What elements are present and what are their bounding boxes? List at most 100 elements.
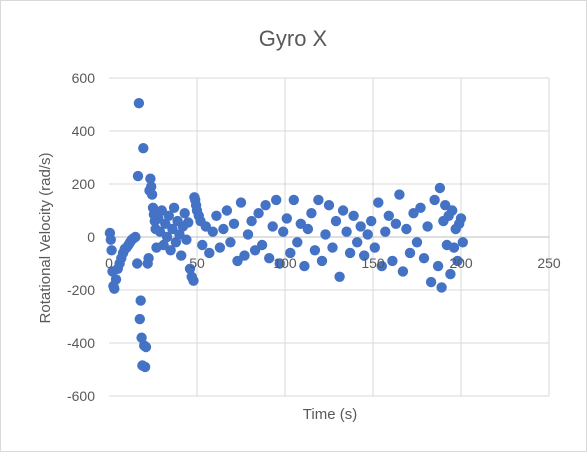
data-point	[161, 231, 173, 243]
data-point	[179, 208, 190, 219]
data-point	[264, 253, 275, 264]
data-point	[344, 247, 356, 259]
data-point	[373, 197, 384, 208]
data-point	[221, 205, 233, 216]
data-point	[163, 210, 174, 221]
data-point	[170, 237, 182, 248]
data-point	[452, 255, 463, 267]
data-point	[132, 258, 143, 269]
data-point	[432, 260, 444, 272]
y-axis-title: Rotational Velocity (rad/s)	[37, 153, 54, 324]
y-tick-label: -600	[67, 388, 95, 404]
data-point	[132, 170, 144, 182]
chart-title: Gyro X	[259, 26, 328, 51]
x-axis-title: Time (s)	[303, 406, 357, 423]
data-point	[145, 173, 156, 184]
data-point	[110, 274, 122, 285]
data-point	[218, 223, 229, 235]
data-point	[146, 189, 158, 200]
x-tick-label: 50	[189, 255, 205, 271]
x-tick-labels: 0 50 100 150 200 250	[105, 255, 561, 271]
data-point	[214, 242, 226, 253]
data-point	[204, 247, 215, 259]
data-point	[380, 226, 391, 237]
data-point	[397, 266, 409, 277]
data-point	[348, 210, 359, 221]
data-point	[133, 98, 145, 109]
y-tick-label: -200	[67, 282, 95, 298]
data-point	[225, 237, 236, 248]
data-point	[320, 229, 331, 240]
data-points	[104, 98, 468, 373]
data-point	[183, 217, 194, 228]
data-point	[138, 143, 149, 154]
data-point	[154, 226, 166, 237]
data-point	[109, 283, 120, 294]
data-point	[401, 223, 412, 235]
y-tick-label: 200	[72, 176, 96, 192]
data-point	[434, 182, 446, 194]
data-point	[285, 247, 296, 259]
data-point	[415, 202, 426, 213]
data-point	[256, 239, 268, 251]
data-point	[211, 210, 222, 221]
data-point	[281, 213, 292, 224]
data-point	[168, 202, 180, 213]
data-point	[135, 295, 146, 306]
data-point	[253, 208, 264, 219]
data-point	[105, 234, 117, 245]
data-point	[130, 231, 141, 243]
data-point	[455, 213, 467, 224]
data-point	[387, 255, 398, 267]
data-point	[341, 226, 352, 237]
data-point	[359, 250, 370, 261]
x-tick-label: 150	[361, 255, 385, 271]
data-point	[242, 229, 254, 240]
data-point	[271, 194, 282, 206]
data-point	[207, 226, 218, 237]
data-point	[274, 258, 285, 269]
data-point	[146, 181, 157, 192]
data-point	[411, 237, 423, 248]
data-point	[445, 268, 456, 280]
data-point	[246, 215, 257, 227]
data-point	[143, 253, 154, 264]
data-point	[106, 245, 117, 256]
data-point	[306, 208, 317, 219]
data-point	[140, 341, 152, 353]
data-point	[267, 221, 278, 232]
data-point	[235, 197, 247, 208]
data-point	[188, 275, 199, 286]
data-point	[334, 271, 345, 282]
data-point	[309, 245, 321, 256]
data-point	[376, 260, 387, 272]
data-point	[165, 245, 176, 256]
data-point	[447, 205, 458, 216]
data-point	[136, 332, 147, 343]
data-point	[362, 229, 373, 240]
data-point	[436, 282, 447, 293]
data-point	[390, 218, 402, 229]
data-point	[418, 253, 430, 264]
data-point	[239, 250, 250, 261]
y-tick-labels: -600 -400 -200 0 200 400 600	[67, 70, 95, 404]
y-tick-label: 0	[87, 229, 95, 245]
data-point	[139, 361, 151, 373]
data-point	[352, 237, 363, 248]
data-point	[288, 194, 299, 206]
y-tick-label: 600	[72, 70, 96, 86]
data-point	[366, 215, 377, 227]
data-point	[330, 215, 342, 227]
data-point	[457, 237, 468, 248]
data-point	[404, 247, 416, 259]
data-point	[134, 313, 145, 325]
y-tick-label: 400	[72, 123, 96, 139]
data-point	[181, 234, 192, 245]
data-point	[292, 237, 303, 248]
data-point	[176, 250, 187, 261]
data-point	[153, 213, 164, 224]
data-point	[355, 221, 366, 232]
data-point	[408, 208, 419, 219]
